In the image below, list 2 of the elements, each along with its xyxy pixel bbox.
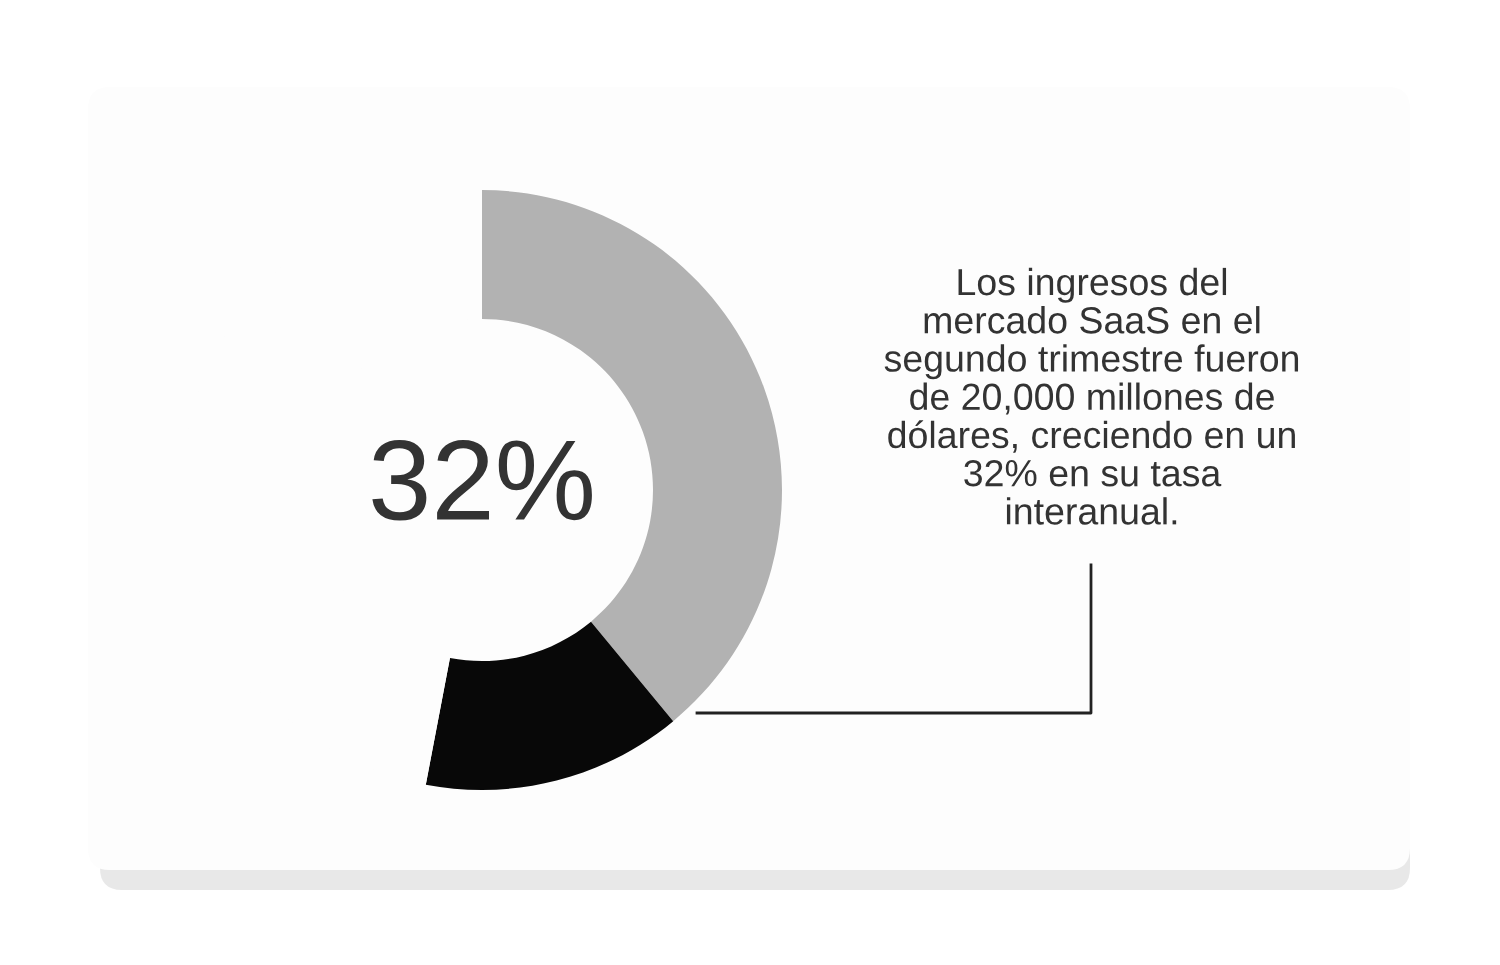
text: Los ingresos del mercado SaaS en el segundo trimestre fueron de 20,000 millones de dólares, creciendo en un 32% en su tasa interanual. (884, 267, 1299, 525)
text: 32% (372, 439, 592, 521)
